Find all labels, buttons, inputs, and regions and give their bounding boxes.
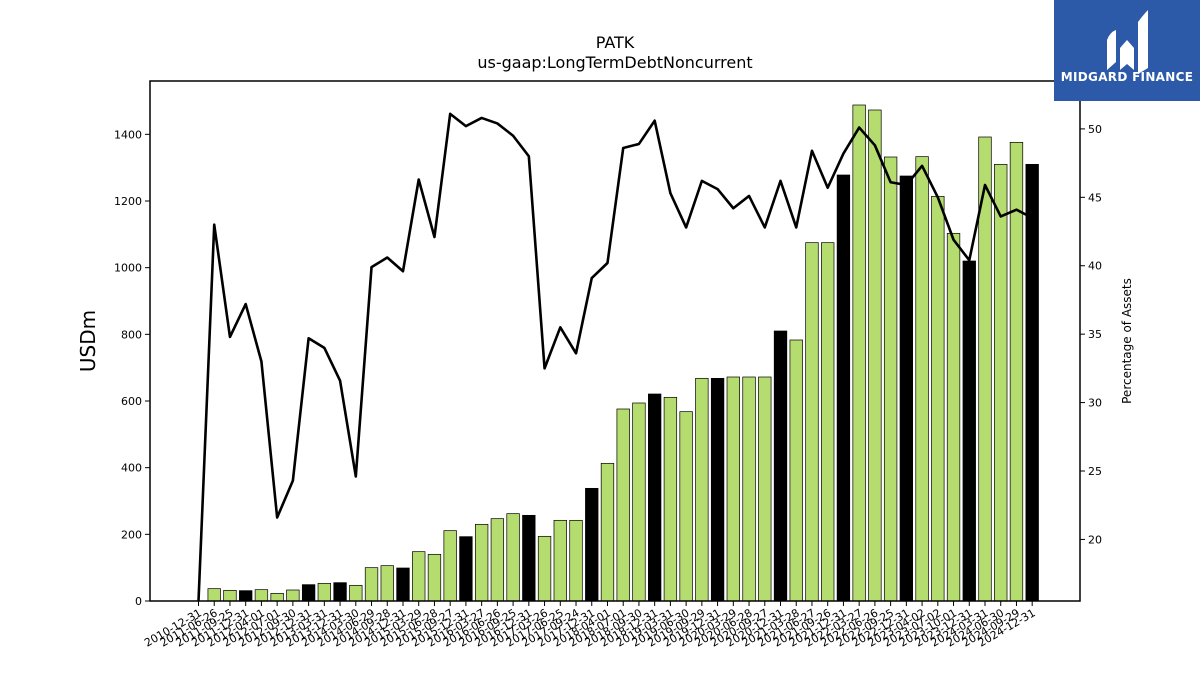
bar (490, 518, 505, 602)
bar (836, 174, 851, 602)
bar (852, 104, 866, 602)
bar (600, 462, 615, 602)
bar (946, 232, 961, 602)
y-tick-label: 1200 (114, 195, 142, 208)
y-tick-label: 0 (135, 595, 142, 608)
bar (286, 589, 300, 602)
y2-axis-label: Percentage of Assets (1120, 278, 1134, 404)
bar (789, 339, 803, 602)
bar (663, 396, 678, 602)
y-tick-label: 600 (121, 395, 142, 408)
bar (317, 582, 331, 602)
bar (380, 565, 394, 602)
bar (931, 195, 945, 602)
bar (333, 582, 347, 602)
y-axis-label: USDm (76, 310, 100, 372)
logo: MIDGARD FINANCE (1054, 0, 1200, 101)
bar (364, 567, 379, 602)
chart-title: PATK (596, 33, 635, 52)
bar (710, 377, 725, 602)
bar (899, 175, 913, 602)
bar (585, 487, 599, 602)
bar (443, 530, 457, 602)
bar (553, 519, 567, 602)
bar (522, 514, 536, 602)
y-tick-label: 1000 (114, 262, 142, 275)
plot-frame (149, 80, 1081, 602)
y2-tick-label: 45 (1088, 191, 1102, 204)
bar (301, 584, 316, 602)
logo-mark-icon (1107, 10, 1148, 74)
bar (648, 393, 662, 602)
bar (962, 260, 976, 602)
bar (994, 163, 1008, 602)
bar (427, 553, 442, 602)
y2-tick-label: 20 (1088, 533, 1102, 546)
bar (868, 109, 882, 602)
bar (239, 590, 253, 602)
bar (758, 376, 772, 602)
bar (569, 519, 583, 602)
y-axis-right: 20 25 30 35 40 45 50 (1080, 123, 1102, 546)
bar (254, 589, 269, 602)
bar (207, 588, 221, 602)
bar (883, 156, 898, 602)
y2-tick-label: 25 (1088, 465, 1102, 478)
y-axis-left: 0 200 400 600 800 1000 1200 1400 (114, 128, 150, 608)
bar (821, 242, 835, 602)
logo-text: MIDGARD FINANCE (1061, 70, 1193, 84)
x-axis: 2010-12-312011-06-262011-09-252011-12-31… (142, 601, 1038, 650)
bar (632, 402, 646, 602)
y2-tick-label: 30 (1088, 397, 1102, 410)
bar (223, 589, 237, 602)
bar (412, 551, 426, 602)
bar (679, 411, 693, 602)
y-tick-label: 400 (121, 462, 142, 475)
bar (915, 156, 929, 602)
bar (537, 535, 552, 602)
pct-assets-line (197, 112, 1033, 602)
y-tick-label: 1400 (114, 128, 142, 141)
chart-subtitle: us-gaap:LongTermDebtNoncurrent (477, 53, 752, 72)
bar-series (207, 104, 1039, 602)
line-series (197, 112, 1033, 602)
bar (616, 408, 630, 602)
bar (474, 523, 489, 602)
bar (349, 584, 363, 602)
bar (270, 592, 284, 602)
y2-tick-label: 40 (1088, 260, 1102, 273)
bar (1025, 163, 1039, 602)
bar (742, 376, 756, 602)
y-tick-label: 200 (121, 528, 142, 541)
bar (506, 513, 520, 602)
y2-tick-label: 35 (1088, 328, 1102, 341)
bar (726, 376, 740, 602)
bar (695, 377, 709, 602)
y-tick-label: 800 (121, 328, 142, 341)
bar (773, 330, 788, 602)
bar (396, 567, 410, 602)
bar (805, 242, 819, 602)
bar (459, 536, 473, 602)
y2-tick-label: 50 (1088, 123, 1102, 136)
